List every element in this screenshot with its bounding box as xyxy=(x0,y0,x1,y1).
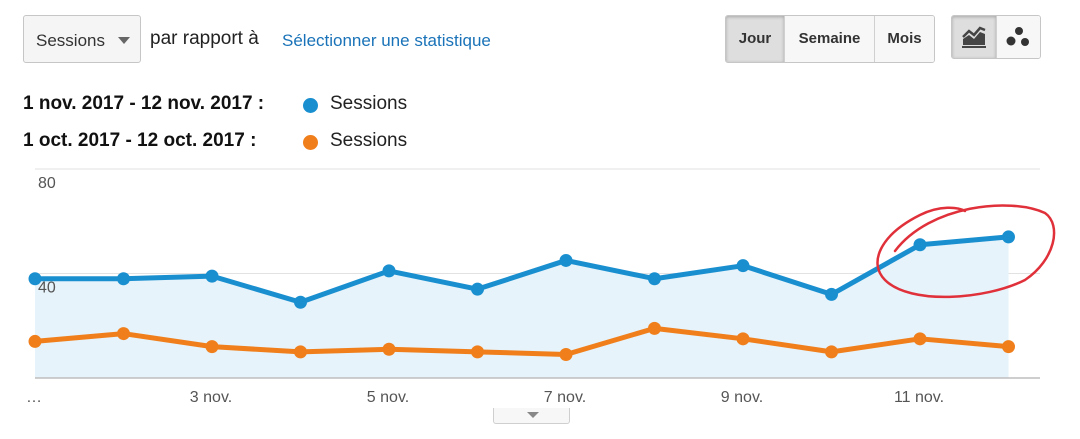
series-previous-point xyxy=(28,334,42,348)
series-current-point xyxy=(471,282,484,296)
series-previous-point xyxy=(559,347,573,361)
line-chart-button[interactable] xyxy=(952,16,996,58)
legend-previous-dot xyxy=(303,135,318,150)
legend-previous-range: 1 oct. 2017 - 12 oct. 2017 : xyxy=(23,130,257,151)
metric-select-value: Sessions xyxy=(36,31,105,50)
series-current-point xyxy=(294,295,307,309)
legend-current-dot xyxy=(303,98,318,113)
period-month-button[interactable]: Mois xyxy=(874,16,934,62)
series-previous-point xyxy=(117,327,130,341)
series-current-point xyxy=(205,269,219,283)
series-previous-point xyxy=(471,345,484,359)
legend-previous-series: Sessions xyxy=(330,130,408,151)
series-current-point xyxy=(117,272,130,286)
legend-current-series: Sessions xyxy=(330,93,408,114)
chart-toolbar: Sessions par rapport à Sélectionner une … xyxy=(0,0,1080,70)
series-current-point xyxy=(382,264,396,278)
x-tick-label: 5 nov. xyxy=(367,389,409,406)
sessions-line-chart: 80 40 … 3 nov. 5 nov. 7 nov. 9 nov. 11 nov. xyxy=(26,168,1056,406)
period-toggle: Jour Semaine Mois xyxy=(725,15,935,63)
motion-chart-icon xyxy=(1006,27,1030,46)
motion-chart-button[interactable] xyxy=(995,16,1040,58)
legend-item-previous: 1 oct. 2017 - 12 oct. 2017 : Sessions xyxy=(23,127,523,157)
metric-select[interactable]: Sessions xyxy=(23,15,141,63)
chart-view-toggle xyxy=(951,15,1041,59)
series-previous-point xyxy=(1002,340,1015,354)
series-previous-point xyxy=(294,345,307,359)
series-current-point xyxy=(913,238,927,252)
series-previous-point xyxy=(825,345,838,359)
compare-label: par rapport à xyxy=(150,28,259,49)
select-statistic-link[interactable]: Sélectionner une statistique xyxy=(282,31,491,50)
series-current-area xyxy=(35,236,1009,378)
series-current-point xyxy=(648,272,661,286)
y-tick-label-40: 40 xyxy=(38,280,56,297)
series-current-point xyxy=(559,253,573,267)
series-current-point xyxy=(1002,230,1015,244)
x-tick-label: … xyxy=(26,389,42,406)
series-current-point xyxy=(825,287,838,301)
x-tick-label: 7 nov. xyxy=(544,389,586,406)
y-tick-label-80: 80 xyxy=(38,175,56,192)
series-previous-line xyxy=(34,325,1009,357)
x-tick-label: 3 nov. xyxy=(190,389,232,406)
series-previous-point xyxy=(648,321,661,335)
period-week-button[interactable]: Semaine xyxy=(784,16,874,62)
series-previous-point xyxy=(913,332,927,346)
series-previous-point xyxy=(205,340,219,354)
series-current-point xyxy=(28,272,42,286)
series-current-point xyxy=(736,259,750,273)
series-previous-point xyxy=(736,332,750,346)
period-day-button[interactable]: Jour xyxy=(726,16,784,62)
annotation-circle xyxy=(876,204,1056,299)
legend-current-range: 1 nov. 2017 - 12 nov. 2017 : xyxy=(23,93,265,114)
legend-item-current: 1 nov. 2017 - 12 nov. 2017 : Sessions xyxy=(23,90,523,120)
chevron-down-icon xyxy=(527,412,539,418)
expand-chart-tab[interactable] xyxy=(493,408,570,424)
series-current-line xyxy=(35,234,1009,305)
x-tick-label: 11 nov. xyxy=(894,389,944,406)
line-chart-icon xyxy=(961,26,986,48)
series-previous-point xyxy=(382,342,396,356)
x-tick-label: 9 nov. xyxy=(721,389,763,406)
chevron-down-icon xyxy=(118,37,130,44)
